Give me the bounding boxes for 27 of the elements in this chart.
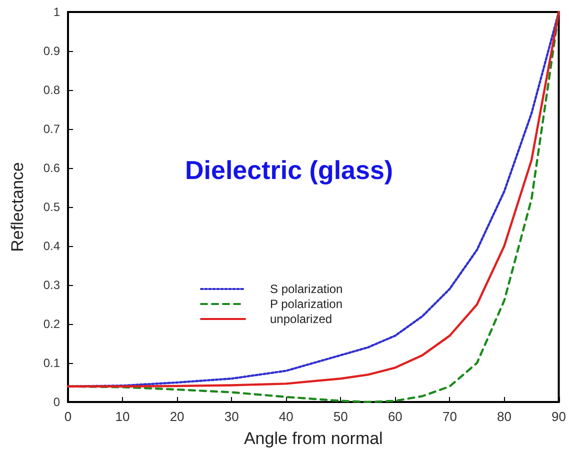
x-tick-label: 30 (224, 409, 239, 424)
y-tick-label: 0.3 (43, 278, 60, 292)
x-tick-label: 10 (115, 409, 130, 424)
y-tick-label: 0.4 (43, 239, 60, 253)
x-tick-label: 80 (497, 409, 512, 424)
y-tick-label: 1 (53, 5, 60, 19)
legend-label: S polarization (270, 282, 343, 296)
y-axis-title: Reflectance (8, 162, 27, 252)
x-tick-label: 40 (278, 409, 294, 424)
y-tick-label: 0.2 (43, 317, 60, 331)
legend-label: unpolarized (270, 312, 332, 326)
y-tick-label: 0.1 (43, 356, 60, 370)
y-tick-label: 0.9 (43, 44, 60, 58)
x-tick-label: 0 (64, 409, 72, 424)
y-tick-label: 0 (53, 395, 60, 409)
legend-label: P polarization (270, 297, 342, 311)
y-tick-label: 0.5 (43, 200, 60, 214)
y-tick-label: 0.7 (43, 122, 60, 136)
text: Dielectric (glass) (185, 155, 394, 185)
x-tick-label: 90 (552, 409, 566, 424)
y-tick-label: 0.6 (43, 161, 60, 175)
x-tick-label: 50 (333, 409, 348, 424)
x-tick-label: 60 (388, 409, 402, 424)
y-tick-label: 0.8 (43, 83, 60, 97)
x-tick-label: 70 (442, 409, 457, 424)
x-axis-title: Angle from normal (244, 429, 383, 448)
x-tick-label: 20 (170, 409, 184, 424)
